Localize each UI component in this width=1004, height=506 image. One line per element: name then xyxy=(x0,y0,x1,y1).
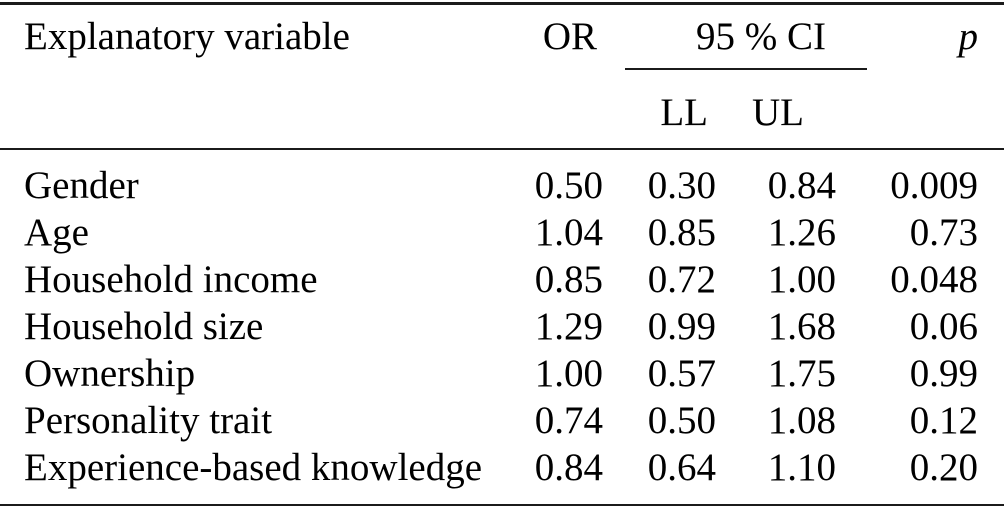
or-cell: 1.00 xyxy=(534,352,603,395)
or-cell: 0.85 xyxy=(534,258,603,301)
variable-cell: Experience-based knowledge xyxy=(24,446,483,489)
variable-cell: Personality trait xyxy=(24,399,273,442)
header-p-value: p xyxy=(958,15,979,58)
variable-cell: Household size xyxy=(24,305,264,348)
ul-cell: 1.10 xyxy=(767,446,836,489)
p-cell: 0.009 xyxy=(890,164,978,207)
ul-cell: 1.75 xyxy=(767,352,836,395)
ul-cell: 1.00 xyxy=(767,258,836,301)
header-upper-limit: UL xyxy=(752,90,804,134)
ul-cell: 1.08 xyxy=(767,399,836,442)
p-cell: 0.12 xyxy=(909,399,978,442)
p-cell: 0.99 xyxy=(909,352,978,395)
p-cell: 0.048 xyxy=(890,258,978,301)
or-cell: 1.29 xyxy=(534,305,603,348)
table-header: Explanatory variable OR 95 % CI p LL UL xyxy=(0,4,1004,149)
header-lower-limit: LL xyxy=(660,90,708,134)
header-row-sub: LL UL xyxy=(0,70,1004,149)
confidence-interval-label: 95 % CI xyxy=(696,15,826,58)
confidence-interval-spanner: 95 % CI xyxy=(625,5,867,70)
ll-cell: 0.64 xyxy=(647,446,716,489)
p-cell: 0.06 xyxy=(909,305,978,348)
variable-cell: Age xyxy=(24,211,89,254)
header-odds-ratio: OR xyxy=(542,15,597,58)
variable-cell: Ownership xyxy=(24,352,196,395)
header-row-main: Explanatory variable OR 95 % CI p xyxy=(0,4,1004,70)
header-explanatory-variable: Explanatory variable xyxy=(24,15,350,58)
variable-cell: Household income xyxy=(24,258,318,301)
ul-cell: 1.26 xyxy=(767,211,836,254)
ll-cell: 0.57 xyxy=(647,352,716,395)
ll-cell: 0.99 xyxy=(647,305,716,348)
table-row: Age 1.04 0.85 1.26 0.73 xyxy=(0,209,1004,256)
header-confidence-interval: 95 % CI xyxy=(605,4,867,70)
ul-cell: 0.84 xyxy=(767,164,836,207)
ll-cell: 0.30 xyxy=(647,164,716,207)
table-row: Ownership 1.00 0.57 1.75 0.99 xyxy=(0,350,1004,397)
variable-cell: Gender xyxy=(24,164,139,207)
table-row: Gender 0.50 0.30 0.84 0.009 xyxy=(0,149,1004,209)
table-row: Household income 0.85 0.72 1.00 0.048 xyxy=(0,256,1004,303)
p-cell: 0.20 xyxy=(909,446,978,489)
or-cell: 0.84 xyxy=(534,446,603,489)
or-cell: 0.74 xyxy=(534,399,603,442)
ll-cell: 0.72 xyxy=(647,258,716,301)
table-row: Experience-based knowledge 0.84 0.64 1.1… xyxy=(0,444,1004,506)
or-cell: 0.50 xyxy=(534,164,603,207)
table-row: Personality trait 0.74 0.50 1.08 0.12 xyxy=(0,397,1004,444)
table-row: Household size 1.29 0.99 1.68 0.06 xyxy=(0,303,1004,350)
ll-cell: 0.50 xyxy=(647,399,716,442)
table-body: Gender 0.50 0.30 0.84 0.009 Age 1.04 0.8… xyxy=(0,149,1004,506)
ul-cell: 1.68 xyxy=(767,305,836,348)
p-cell: 0.73 xyxy=(909,211,978,254)
ll-cell: 0.85 xyxy=(647,211,716,254)
or-cell: 1.04 xyxy=(534,211,603,254)
